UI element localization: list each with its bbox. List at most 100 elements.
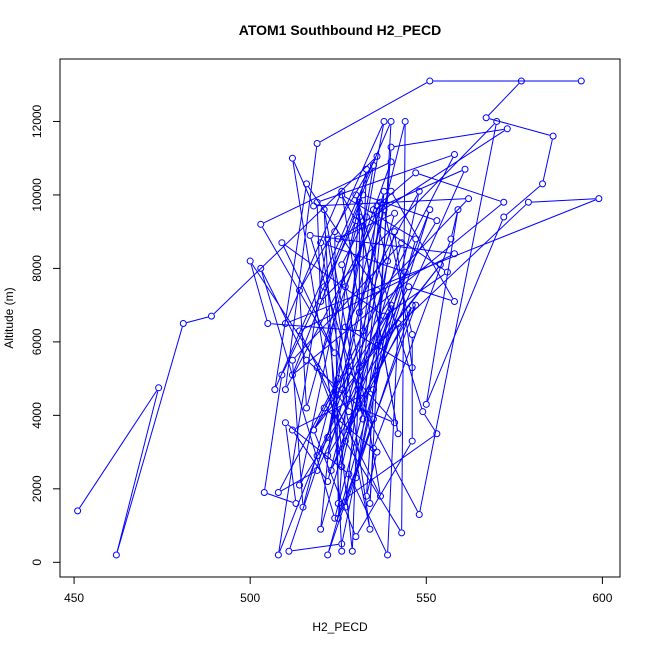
y-axis: 0 2000 4000 6000 8000 10000 12000: [30, 104, 61, 566]
series-segment: [292, 543, 339, 552]
data-point: [450, 297, 458, 305]
data-point: [549, 132, 557, 140]
data-point: [426, 77, 434, 85]
series-segment: [284, 244, 382, 315]
y-tick-label: 2000: [30, 475, 44, 502]
data-point: [391, 228, 399, 236]
series-segment: [300, 326, 397, 483]
data-point: [493, 117, 501, 125]
x-tick-label: 450: [64, 591, 84, 605]
data-point: [179, 320, 187, 328]
series-segment: [488, 83, 520, 116]
data-point: [394, 430, 402, 438]
series-segment: [327, 242, 370, 526]
data-point: [299, 503, 307, 511]
data-point: [334, 375, 342, 383]
series-segment: [306, 220, 359, 405]
y-tick-label: 8000: [30, 255, 44, 282]
series-segment: [357, 443, 411, 534]
data-point: [281, 419, 289, 427]
data-point: [274, 489, 282, 497]
series-segment: [394, 128, 504, 148]
series-segment: [319, 82, 427, 143]
data-point: [359, 415, 367, 423]
series-segment: [351, 172, 367, 548]
data-point: [345, 470, 353, 478]
series-segment: [419, 124, 497, 512]
data-point: [387, 158, 395, 166]
series-segment: [292, 161, 342, 464]
data-point: [338, 547, 346, 555]
series-segment: [349, 477, 387, 553]
series-segment: [318, 311, 391, 468]
data-point: [394, 320, 402, 328]
data-point: [433, 217, 441, 225]
series-segment: [288, 199, 596, 323]
data-point: [317, 239, 325, 247]
data-point: [450, 250, 458, 258]
series-segment: [332, 172, 465, 468]
data-point: [313, 466, 321, 474]
series-segment: [286, 194, 341, 321]
series-segment: [335, 308, 391, 515]
data-point: [500, 198, 508, 206]
data-point: [338, 463, 346, 471]
data-point: [288, 371, 296, 379]
data-point: [595, 195, 603, 203]
series-segment: [341, 308, 391, 541]
data-point: [380, 187, 388, 195]
data-point: [443, 268, 451, 276]
data-point: [380, 206, 388, 214]
y-tick-label: 0: [30, 559, 44, 566]
data-point: [257, 264, 265, 272]
data-point: [306, 231, 314, 239]
data-point: [503, 125, 511, 133]
series-segment: [506, 185, 541, 216]
series-segment: [364, 410, 419, 512]
series-segment: [346, 205, 380, 284]
series-segment: [282, 223, 355, 373]
data-point: [320, 404, 328, 412]
y-tick-label: 12000: [30, 104, 44, 138]
data-point: [274, 551, 282, 559]
data-point: [338, 386, 346, 394]
x-tick-label: 550: [416, 591, 436, 605]
series-segment: [281, 471, 315, 492]
series-segment: [366, 195, 434, 220]
series-segment: [328, 422, 373, 552]
data-point: [377, 198, 385, 206]
data-point: [373, 342, 381, 350]
data-point: [426, 206, 434, 214]
data-point: [387, 117, 395, 125]
series-segment: [293, 161, 313, 203]
series-segment: [116, 391, 159, 552]
data-point: [155, 384, 163, 392]
data-point: [338, 191, 346, 199]
series-segment: [261, 271, 335, 516]
data-point: [366, 500, 374, 508]
data-point: [317, 525, 325, 533]
data-point: [482, 114, 490, 122]
x-tick-label: 600: [592, 591, 612, 605]
series-segment: [427, 220, 503, 402]
data-point: [355, 308, 363, 316]
data-point: [345, 408, 353, 416]
data-point: [320, 206, 328, 214]
series-segment: [323, 213, 343, 548]
series-segment: [251, 263, 348, 410]
data-point: [338, 187, 346, 195]
data-point: [317, 297, 325, 305]
data-point: [334, 235, 342, 243]
data-point: [408, 301, 416, 309]
data-point: [369, 386, 377, 394]
data-point: [303, 356, 311, 364]
data-point: [112, 551, 120, 559]
data-point: [281, 386, 289, 394]
data-point: [362, 165, 370, 173]
data-point: [355, 364, 363, 372]
data-point: [436, 261, 444, 269]
series-segment: [324, 212, 363, 416]
series-segment: [379, 174, 414, 205]
data-point: [450, 151, 458, 159]
